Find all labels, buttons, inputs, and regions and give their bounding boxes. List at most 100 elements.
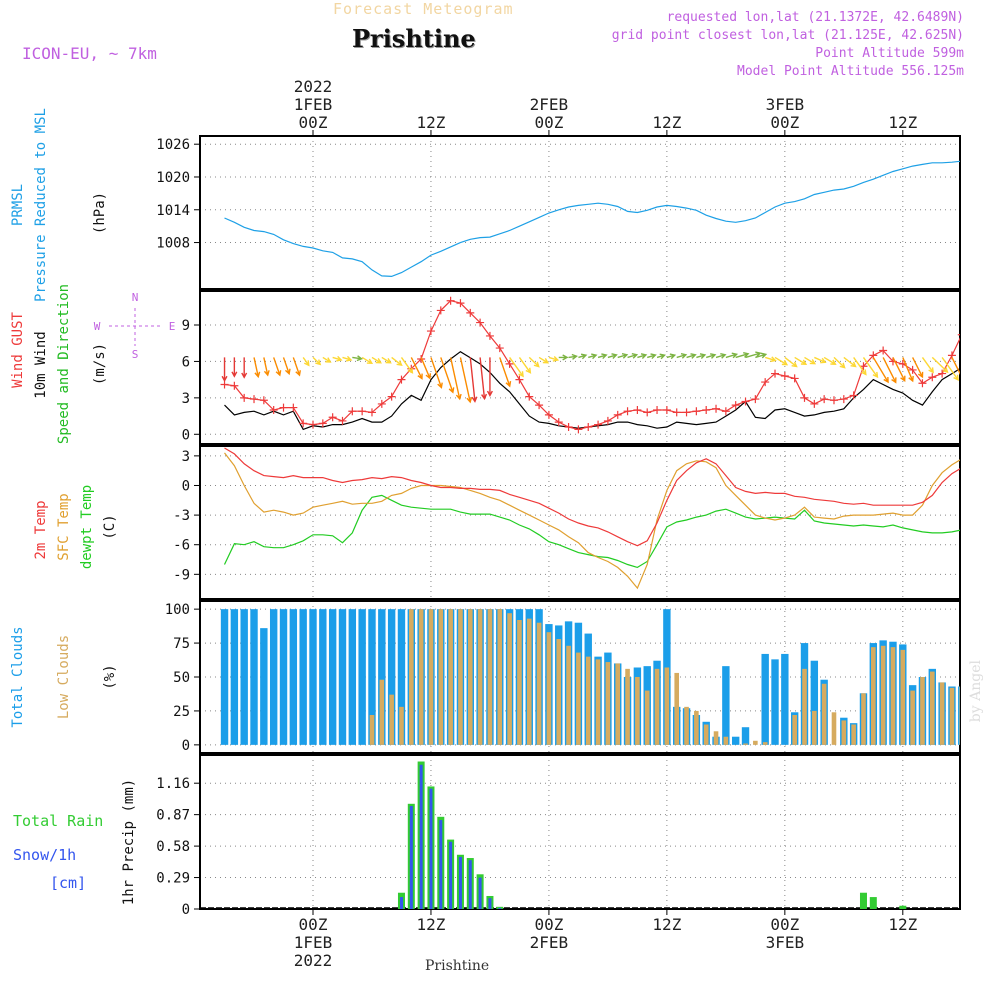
wind-direction-arrow [332,355,343,362]
wind-direction-arrow [784,356,798,368]
y-tick-label: 0 [182,478,190,494]
clouds-frame [199,600,961,754]
wind-direction-arrow [853,357,867,376]
rain-bar [899,905,907,909]
wind-direction-arrow [273,357,282,377]
total-clouds-bar [368,609,376,745]
total-clouds-bar [279,609,288,745]
gust-marker [544,410,553,419]
gust-marker [387,392,396,401]
gust-marker [672,408,681,417]
wind-panel: 0 3 6 9 [182,290,961,445]
wind-direction-arrow [823,356,837,365]
temperature-frame [199,445,961,600]
gust-axis-label: Wind GUST [10,312,26,388]
top-time-tick-label: 00Z [299,113,328,132]
y-tick-label: 50 [173,670,190,686]
wind-direction-arrow [400,357,414,374]
y-tick-label: 0 [182,902,190,918]
snow-bar [478,877,482,909]
wind-direction-arrow [706,353,717,359]
low-clouds-bar [890,647,896,745]
y-tick-label: 6 [182,354,190,370]
low-clouds-bar [477,609,483,745]
gust-marker [790,374,799,383]
snow-bar [439,820,443,909]
gust-marker [820,395,829,404]
dewpt-axis-label: dewpt Temp [79,485,95,569]
wind-direction-arrow [794,356,808,365]
wind-direction-arrow [430,357,443,389]
low-clouds-bar [458,609,463,745]
low-clouds-bar [792,715,797,745]
y-tick-label: 1.16 [156,776,190,792]
total-clouds-bar [289,609,298,745]
requested-coordinates: requested lon,lat (21.1372E, 42.6489N) [666,10,964,25]
gust-marker [456,299,465,308]
sfc-temp-axis-label: SFC Temp [56,493,72,560]
wind-direction-arrow [420,357,432,380]
gust-marker [839,395,848,404]
pressure-unit-label: (hPa) [92,192,108,234]
precip-bars [397,761,907,909]
wind-direction-arrow [921,357,934,374]
low-clouds-bar [939,682,945,745]
total-clouds-bar [338,609,347,745]
precip-panel: 0 0.29 0.58 0.87 1.16 [156,754,961,918]
wind-direction-arrow [241,357,248,379]
top-time-tick-label: 12Z [888,113,917,132]
gust-marker [712,404,721,413]
wind-direction-arrow [479,357,488,401]
low-clouds-bar [664,667,670,745]
total-clouds-bar [269,609,278,745]
compass-east: E [169,320,176,333]
wind-direction-arrow [656,353,666,360]
total-clouds-bar [988,681,995,745]
wind-direction-arrow [486,357,493,397]
wind-direction-arrow [627,352,639,359]
low-clouds-bar [526,618,532,745]
y-tick-label: 0 [182,427,190,443]
wind-direction-arrow [972,357,982,396]
y-tick-label: -3 [173,508,190,524]
total-clouds-bar [958,686,960,745]
top-date-label: 3FEB [766,95,805,114]
snow-bar [419,764,423,909]
gust-marker [328,413,337,422]
gust-marker [987,309,995,317]
low-clouds-bar [821,683,827,745]
clouds-unit-label: (%) [102,664,118,689]
wind-direction-arrow [410,357,423,380]
snow-bar [498,907,502,909]
snow-bar [409,805,413,909]
wind-direction-arrow [872,357,889,384]
snow-label: Snow/1h [13,846,76,864]
low-clouds-bar [409,609,414,745]
gust-marker [525,392,534,401]
low-clouds-bar [880,645,886,745]
bottom-date-label: 2FEB [530,933,569,952]
gust-marker [829,396,838,405]
low-clouds-bar [369,715,375,745]
y-tick-label: 25 [173,704,190,720]
low-clouds-bar [929,671,935,745]
low-clouds-bar [389,694,394,745]
low-clouds-bar [487,609,493,745]
gust-marker [633,406,642,414]
wind-direction-arrow [449,357,462,401]
1hr-precip-axis-label: 1hr Precip (mm) [121,779,137,905]
gust-marker [259,396,268,405]
y-tick-label: 75 [173,636,190,652]
model-label: ICON-EU, ~ 7km [22,44,157,63]
wind-direction-arrow [892,357,906,382]
bottom-time-tick-label: 12Z [417,915,446,934]
gust-marker [564,423,573,431]
y-tick-label: 1008 [156,236,190,252]
wind-direction-arrow [371,356,382,364]
wind-direction-arrow [528,356,540,368]
y-tick-label: 1020 [156,170,190,186]
wind-direction-arrow [607,353,618,359]
gust-marker [849,391,858,400]
low-clouds-bar [399,706,404,745]
